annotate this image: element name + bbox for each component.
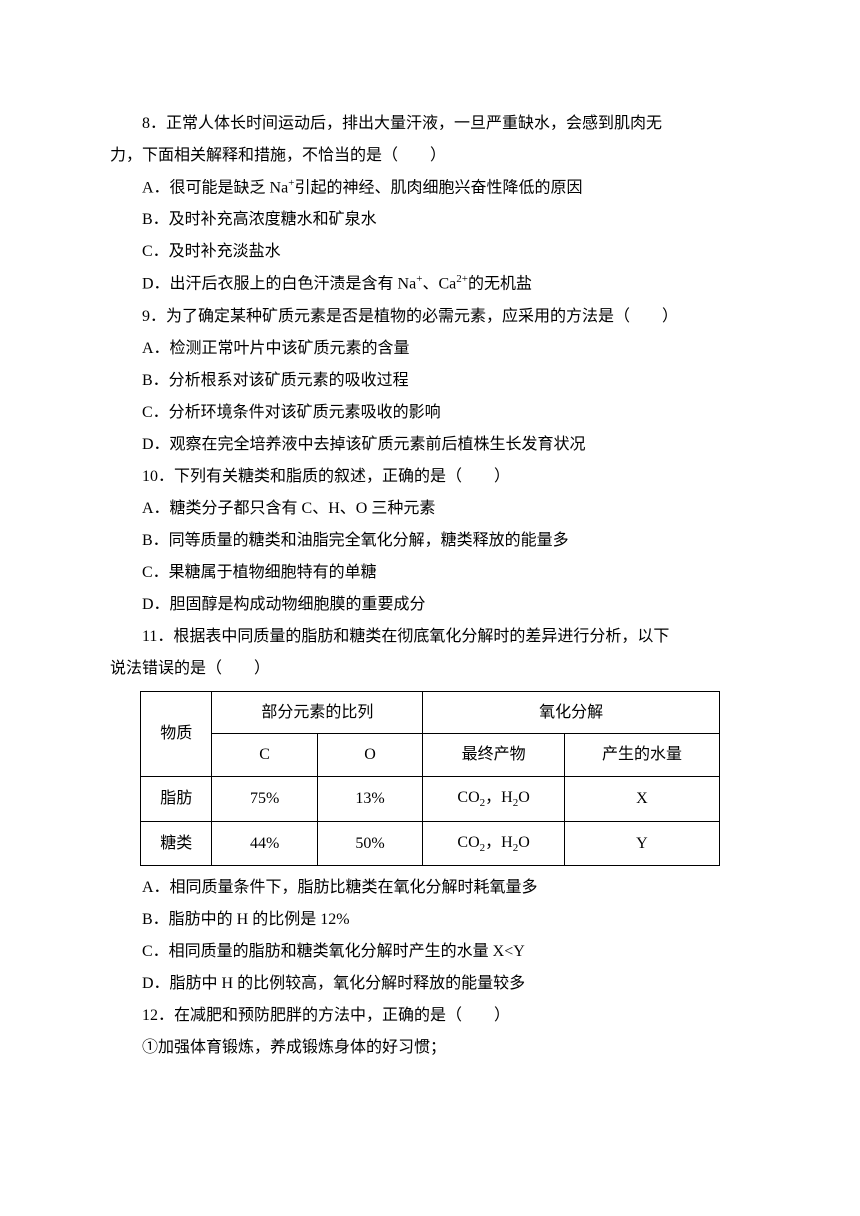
- q8-a-post: 引起的神经、肌肉细胞兴奋性降低的原因: [294, 179, 582, 196]
- q10-stem: 10．下列有关糖类和脂质的叙述，正确的是（ ）: [110, 461, 750, 493]
- th-water: 产生的水量: [564, 734, 719, 777]
- q11-stem-line2: 说法错误的是（ ）: [110, 653, 750, 685]
- table-row: 物质 部分元素的比列 氧化分解: [141, 691, 720, 734]
- th-o: O: [317, 734, 422, 777]
- q12-item1: ①加强体育锻炼，养成锻炼身体的好习惯；: [110, 1032, 750, 1064]
- q8-d-post: 的无机盐: [468, 276, 532, 293]
- q11-option-a: A．相同质量条件下，脂肪比糖类在氧化分解时耗氧量多: [110, 872, 750, 904]
- q8-d-pre: D．出汗后衣服上的白色汗渍是含有 Na: [142, 276, 416, 293]
- table-row: 脂肪 75% 13% CO2，H2O X: [141, 776, 720, 821]
- q11-option-c: C．相同质量的脂肪和糖类氧化分解时产生的水量 X<Y: [110, 936, 750, 968]
- q8-stem-line2: 力，下面相关解释和措施，不恰当的是（ ）: [110, 140, 750, 172]
- th-c: C: [212, 734, 317, 777]
- q8-d-mid: 、Ca: [422, 276, 456, 293]
- q8-option-b: B．及时补充高浓度糖水和矿泉水: [110, 204, 750, 236]
- table-row: C O 最终产物 产生的水量: [141, 734, 720, 777]
- td-sugar-o: 50%: [317, 821, 422, 866]
- q8-stem-line1: 8．正常人体长时间运动后，排出大量汗液，一旦严重缺水，会感到肌肉无: [110, 108, 750, 140]
- td-fat-o2: O: [518, 789, 530, 806]
- th-product: 最终产物: [423, 734, 565, 777]
- td-fat-c: 75%: [212, 776, 317, 821]
- td-fat-co: CO: [457, 789, 479, 806]
- td-fat-water: X: [564, 776, 719, 821]
- td-sugar-product: CO2，H2O: [423, 821, 565, 866]
- q8-option-c: C．及时补充淡盐水: [110, 236, 750, 268]
- q11-option-b: B．脂肪中的 H 的比例是 12%: [110, 904, 750, 936]
- q11-table: 物质 部分元素的比列 氧化分解 C O 最终产物 产生的水量 脂肪 75% 13…: [140, 691, 720, 867]
- q9-stem: 9．为了确定某种矿质元素是否是植物的必需元素，应采用的方法是（ ）: [110, 301, 750, 333]
- q11-stem-line1: 11．根据表中同质量的脂肪和糖类在彻底氧化分解时的差异进行分析，以下: [110, 621, 750, 653]
- td-sugar-co: CO: [457, 834, 479, 851]
- td-fat-product: CO2，H2O: [423, 776, 565, 821]
- q11-option-d: D．脂肪中 H 的比例较高，氧化分解时释放的能量较多: [110, 968, 750, 1000]
- th-ratio: 部分元素的比列: [212, 691, 423, 734]
- td-sugar-c: 44%: [212, 821, 317, 866]
- td-sugar-water: Y: [564, 821, 719, 866]
- td-fat-h: ，H: [485, 789, 513, 806]
- th-oxidation: 氧化分解: [423, 691, 720, 734]
- table-row: 糖类 44% 50% CO2，H2O Y: [141, 821, 720, 866]
- q9-option-b: B．分析根系对该矿质元素的吸收过程: [110, 365, 750, 397]
- q10-option-a: A．糖类分子都只含有 C、H、O 三种元素: [110, 493, 750, 525]
- q9-option-a: A．检测正常叶片中该矿质元素的含量: [110, 333, 750, 365]
- q10-option-c: C．果糖属于植物细胞特有的单糖: [110, 557, 750, 589]
- td-sugar-o2: O: [518, 834, 530, 851]
- q9-option-c: C．分析环境条件对该矿质元素吸收的影响: [110, 397, 750, 429]
- q12-stem: 12．在减肥和预防肥胖的方法中，正确的是（ ）: [110, 1000, 750, 1032]
- q8-d-sup2: 2+: [456, 273, 468, 285]
- td-fat-label: 脂肪: [141, 776, 212, 821]
- q8-option-d: D．出汗后衣服上的白色汗渍是含有 Na+、Ca2+的无机盐: [110, 268, 750, 300]
- q10-option-d: D．胆固醇是构成动物细胞膜的重要成分: [110, 589, 750, 621]
- q8-a-pre: A．很可能是缺乏 Na: [142, 179, 288, 196]
- td-sugar-label: 糖类: [141, 821, 212, 866]
- q8-option-a: A．很可能是缺乏 Na+引起的神经、肌肉细胞兴奋性降低的原因: [110, 172, 750, 204]
- th-substance: 物质: [141, 691, 212, 776]
- q9-option-d: D．观察在完全培养液中去掉该矿质元素前后植株生长发育状况: [110, 429, 750, 461]
- q10-option-b: B．同等质量的糖类和油脂完全氧化分解，糖类释放的能量多: [110, 525, 750, 557]
- td-sugar-h: ，H: [485, 834, 513, 851]
- td-fat-o: 13%: [317, 776, 422, 821]
